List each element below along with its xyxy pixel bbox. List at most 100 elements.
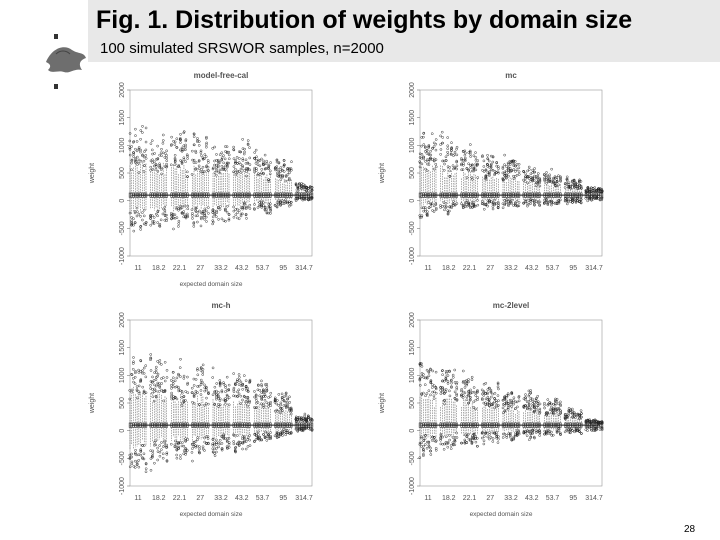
outlier-point — [571, 198, 574, 201]
outlier-point — [484, 175, 488, 178]
outlier-point — [132, 155, 135, 158]
outlier-point — [207, 161, 210, 164]
outlier-point — [165, 459, 169, 462]
outlier-point — [149, 159, 153, 163]
outlier-point — [288, 178, 291, 182]
outlier-point — [246, 404, 250, 408]
outlier-point — [182, 377, 186, 380]
outlier-point — [486, 204, 489, 208]
outlier-point — [533, 167, 536, 170]
outlier-point — [234, 160, 237, 164]
outlier-point — [128, 132, 132, 135]
outlier-point — [443, 208, 446, 212]
outlier-point — [565, 429, 569, 432]
outlier-point — [487, 386, 491, 390]
outlier-point — [423, 443, 427, 446]
outlier-point — [484, 177, 487, 180]
outlier-point — [280, 199, 284, 202]
outlier-point — [555, 176, 559, 179]
outlier-point — [453, 166, 457, 170]
outlier-point — [194, 378, 198, 381]
outlier-point — [555, 400, 559, 403]
outlier-point — [224, 384, 227, 387]
outlier-point — [158, 450, 162, 454]
outlier-point — [139, 129, 143, 132]
outlier-point — [149, 168, 152, 172]
outlier-point — [429, 446, 432, 450]
outlier-point — [449, 152, 453, 156]
outlier-point — [439, 134, 442, 138]
outlier-point — [543, 179, 547, 182]
outlier-point — [161, 212, 165, 216]
outlier-point — [464, 433, 467, 437]
outlier-point — [132, 152, 135, 156]
outlier-point — [526, 204, 529, 208]
outlier-point — [444, 390, 448, 394]
outlier-point — [455, 164, 459, 168]
outlier-point — [172, 216, 175, 220]
outlier-point — [185, 153, 189, 156]
outlier-point — [555, 184, 559, 188]
outlier-point — [184, 390, 187, 393]
box — [310, 192, 314, 198]
outlier-point — [600, 187, 603, 191]
chart-mc-2level: mc-2level-1000-5000500100015002000weight… — [379, 301, 604, 518]
outlier-point — [517, 204, 521, 208]
outlier-point — [467, 380, 470, 384]
outlier-point — [244, 386, 248, 390]
outlier-point — [481, 392, 484, 396]
outlier-point — [218, 438, 222, 442]
outlier-point — [180, 404, 184, 407]
outlier-point — [290, 409, 293, 413]
outlier-point — [471, 177, 474, 181]
outlier-point — [169, 379, 173, 382]
outlier-point — [178, 366, 182, 369]
outlier-point — [130, 159, 134, 162]
outlier-point — [201, 363, 205, 367]
outlier-point — [173, 157, 177, 160]
outlier-point — [468, 149, 472, 153]
x-tick-label: 11 — [424, 265, 431, 272]
outlier-point — [273, 204, 277, 207]
outlier-point — [527, 394, 531, 398]
outlier-point — [441, 386, 444, 390]
outlier-point — [488, 401, 491, 404]
outlier-point — [203, 153, 207, 156]
outlier-point — [455, 202, 459, 205]
outlier-point — [426, 162, 429, 166]
outlier-point — [512, 168, 516, 171]
outlier-point — [192, 384, 196, 387]
outlier-point — [135, 385, 139, 388]
outlier-point — [288, 401, 291, 404]
outlier-point — [476, 176, 480, 179]
outlier-point — [134, 371, 137, 375]
outlier-point — [222, 434, 226, 438]
outlier-point — [149, 223, 152, 227]
outlier-point — [149, 384, 152, 387]
outlier-point — [476, 444, 479, 448]
outlier-point — [469, 155, 472, 158]
outlier-point — [557, 407, 561, 411]
outlier-point — [462, 163, 465, 167]
outlier-point — [513, 160, 517, 163]
outlier-point — [557, 429, 561, 433]
outlier-point — [472, 400, 475, 404]
outlier-point — [186, 375, 189, 379]
outlier-point — [446, 209, 450, 212]
outlier-point — [289, 406, 293, 410]
outlier-point — [427, 163, 431, 166]
outlier-point — [501, 432, 505, 436]
outlier-point — [514, 164, 517, 168]
outlier-point — [524, 200, 528, 203]
outlier-point — [248, 401, 251, 404]
x-tick-label: 22.1 — [463, 495, 477, 502]
outlier-point — [501, 206, 505, 210]
outlier-point — [275, 402, 279, 406]
outlier-point — [517, 429, 521, 433]
outlier-point — [175, 146, 179, 149]
outlier-point — [163, 388, 167, 392]
outlier-point — [491, 440, 495, 443]
outlier-point — [544, 430, 548, 434]
outlier-point — [455, 381, 459, 384]
outlier-point — [215, 447, 218, 450]
